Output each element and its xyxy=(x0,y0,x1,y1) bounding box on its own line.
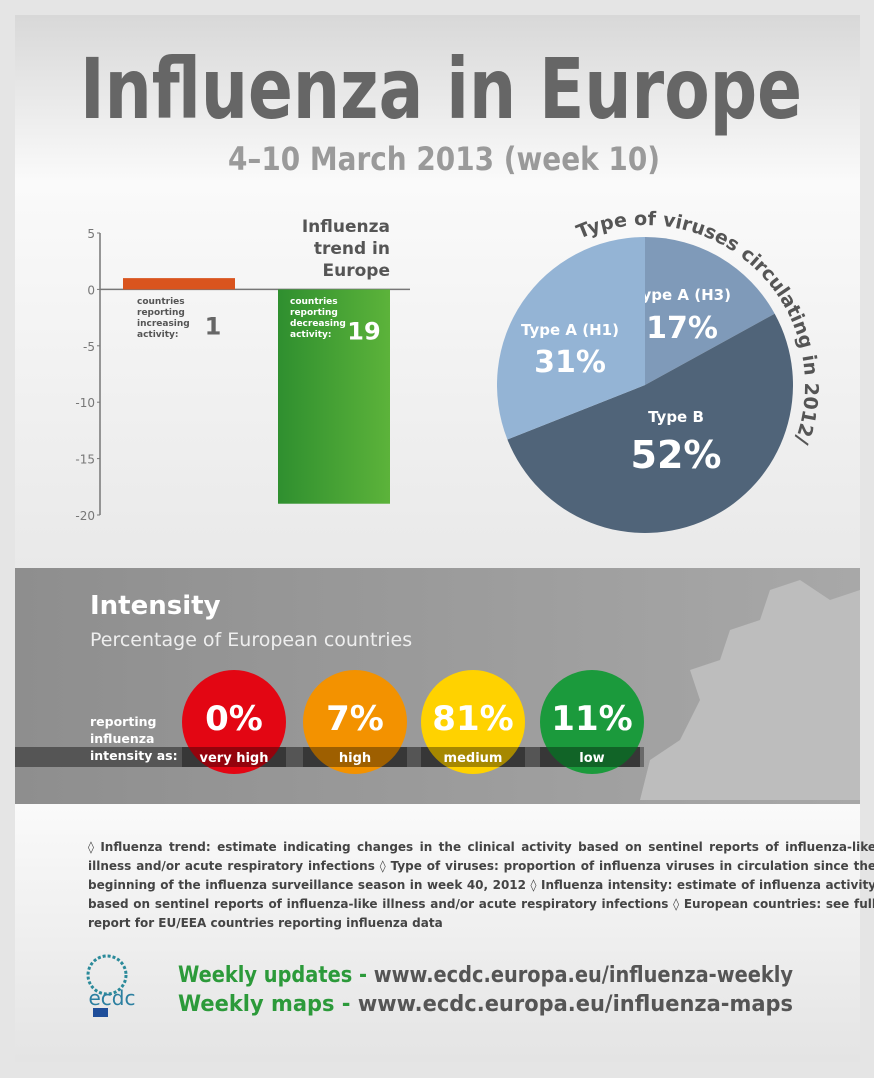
y-tick-label: -5 xyxy=(83,340,95,354)
label-stripe-part xyxy=(182,747,286,767)
link-line: Weekly maps - www.ecdc.europa.eu/influen… xyxy=(178,992,793,1017)
slice-value: 17% xyxy=(646,311,718,346)
intensity-circle xyxy=(540,670,644,774)
y-tick-label: -20 xyxy=(75,509,95,523)
slice-value: 31% xyxy=(534,345,606,380)
link-label: Weekly maps - xyxy=(178,992,351,1017)
intensity-title: Intensity xyxy=(90,591,221,621)
bottom-panel xyxy=(15,804,860,1062)
y-tick-label: -10 xyxy=(75,396,95,410)
intensity-lead: reporting influenza intensity as: xyxy=(90,714,178,763)
slice-label: Type A (H1) xyxy=(521,321,619,339)
link-url[interactable]: www.ecdc.europa.eu/influenza-weekly xyxy=(374,963,793,988)
europe-map xyxy=(640,580,860,800)
link-url[interactable]: www.ecdc.europa.eu/influenza-maps xyxy=(358,992,793,1017)
bar-chart-title: Influenza trend in Europe xyxy=(301,217,390,281)
intensity-circle xyxy=(303,670,407,774)
logo-text: ecdc xyxy=(89,986,136,1010)
y-tick-label: 0 xyxy=(87,283,95,297)
intensity-subtitle: Percentage of European countries xyxy=(90,629,412,651)
intensity-label: low xyxy=(579,751,604,766)
slice-label: Type A (H3) xyxy=(633,286,731,304)
intensity-label: medium xyxy=(444,751,503,766)
pie-slice xyxy=(645,237,775,385)
label-stripe-part xyxy=(540,747,644,767)
footnote: ◊ Influenza trend: estimate indicating c… xyxy=(88,840,874,930)
label-stripe-part xyxy=(303,747,407,767)
bar-value-label: 19 xyxy=(347,317,380,345)
intensity-circle xyxy=(182,670,286,774)
intensity-value: 11% xyxy=(551,699,632,739)
y-tick-label: -15 xyxy=(75,453,95,467)
label-stripe-part xyxy=(421,747,525,767)
bar xyxy=(123,278,235,290)
bar-category: countries reporting decreasing activity: xyxy=(290,297,346,341)
link-line: Weekly updates - www.ecdc.europa.eu/infl… xyxy=(178,963,793,988)
bar xyxy=(278,289,390,504)
title: Influenza in Europe xyxy=(80,40,802,138)
pie-slice xyxy=(497,237,645,440)
intensity-label: high xyxy=(339,751,371,766)
slice-label: Type B xyxy=(648,408,704,426)
subtitle: 4–10 March 2013 (week 10) xyxy=(228,140,660,178)
bar-value-label: 1 xyxy=(205,312,222,340)
pie-slice xyxy=(507,313,794,534)
bar-category: countries reporting increasing activity: xyxy=(137,297,190,341)
logo-globe xyxy=(86,954,128,996)
intensity-circle xyxy=(421,670,525,774)
y-tick-label: 5 xyxy=(87,227,95,241)
slice-value: 52% xyxy=(631,433,722,477)
link-label: Weekly updates - xyxy=(178,963,367,988)
intensity-value: 0% xyxy=(205,699,263,739)
intensity-value: 81% xyxy=(432,699,513,739)
logo-flag xyxy=(93,1008,108,1017)
intensity-label: very high xyxy=(200,751,269,766)
intensity-value: 7% xyxy=(326,699,384,739)
